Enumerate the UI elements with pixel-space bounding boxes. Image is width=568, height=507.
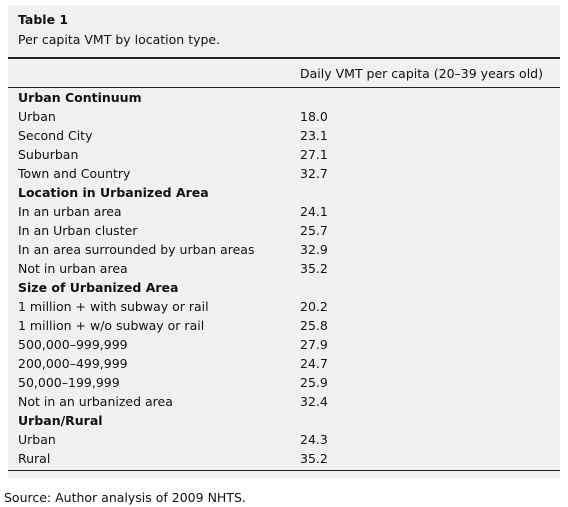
row-label: Suburban bbox=[18, 147, 79, 162]
group-title: Urban Continuum bbox=[18, 90, 142, 105]
row-value: 20.2 bbox=[300, 299, 328, 314]
column-header: Daily VMT per capita (20–39 years old) bbox=[300, 66, 543, 81]
row-label: 1 million + w/o subway or rail bbox=[18, 318, 205, 333]
row-label: Urban bbox=[18, 109, 56, 124]
bottom-rule bbox=[8, 470, 560, 471]
row-value: 27.1 bbox=[300, 147, 328, 162]
row-value: 24.3 bbox=[300, 432, 328, 447]
group-title: Urban/Rural bbox=[18, 413, 103, 428]
row-value: 18.0 bbox=[300, 109, 328, 124]
table-caption: Per capita VMT by location type. bbox=[18, 32, 221, 47]
row-label: In an Urban cluster bbox=[18, 223, 138, 238]
row-label: In an urban area bbox=[18, 204, 122, 219]
header-rule bbox=[8, 87, 560, 88]
row-label: Urban bbox=[18, 432, 56, 447]
row-label: Town and Country bbox=[18, 166, 131, 181]
row-value: 32.9 bbox=[300, 242, 328, 257]
row-label: Not in urban area bbox=[18, 261, 128, 276]
row-value: 25.7 bbox=[300, 223, 328, 238]
row-value: 25.8 bbox=[300, 318, 328, 333]
row-label: 200,000–499,999 bbox=[18, 356, 128, 371]
row-value: 32.4 bbox=[300, 394, 328, 409]
row-label: Second City bbox=[18, 128, 93, 143]
row-label: Rural bbox=[18, 451, 51, 466]
row-label: In an area surrounded by urban areas bbox=[18, 242, 255, 257]
top-rule bbox=[8, 57, 560, 59]
row-label: 1 million + with subway or rail bbox=[18, 299, 209, 314]
group-title: Size of Urbanized Area bbox=[18, 280, 179, 295]
row-value: 24.1 bbox=[300, 204, 328, 219]
row-value: 24.7 bbox=[300, 356, 328, 371]
row-value: 35.2 bbox=[300, 451, 328, 466]
row-label: Not in an urbanized area bbox=[18, 394, 173, 409]
row-value: 35.2 bbox=[300, 261, 328, 276]
row-value: 23.1 bbox=[300, 128, 328, 143]
group-title: Location in Urbanized Area bbox=[18, 185, 209, 200]
row-value: 27.9 bbox=[300, 337, 328, 352]
row-value: 32.7 bbox=[300, 166, 328, 181]
source-note: Source: Author analysis of 2009 NHTS. bbox=[4, 490, 246, 505]
row-label: 50,000–199,999 bbox=[18, 375, 120, 390]
table-panel bbox=[8, 5, 560, 478]
table-title: Table 1 bbox=[18, 12, 69, 27]
row-value: 25.9 bbox=[300, 375, 328, 390]
row-label: 500,000–999,999 bbox=[18, 337, 128, 352]
